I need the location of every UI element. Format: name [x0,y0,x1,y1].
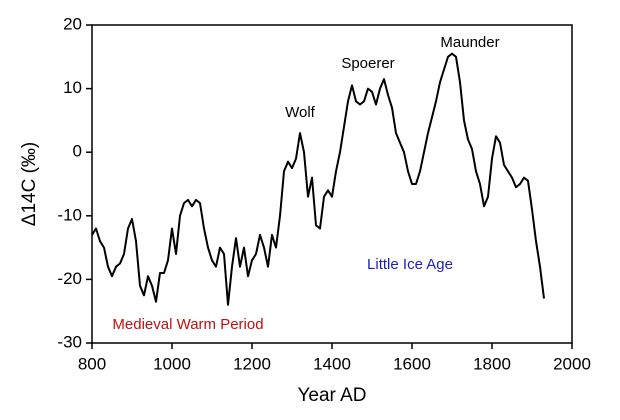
annotation: Medieval Warm Period [112,316,263,333]
annotation: Little Ice Age [367,256,453,273]
x-tick-label: 1200 [233,354,271,373]
x-tick-label: 800 [78,354,106,373]
x-tick-label: 1000 [153,354,191,373]
data-line [91,52,545,306]
y-tick-label: 10 [63,78,82,97]
annotation: Spoerer [341,55,394,72]
plot-frame [91,24,573,344]
y-tick-label: -30 [57,332,82,351]
annotation: Wolf [285,104,316,121]
annotation: Maunder [440,34,499,51]
x-tick-label: 2000 [553,354,591,373]
x-axis-label: Year AD [297,385,366,406]
y-tick-label: -20 [57,269,82,288]
y-tick-label: 0 [73,142,82,161]
y-tick-label: -10 [57,205,82,224]
y-tick-label: 20 [63,14,82,33]
x-tick-label: 1800 [473,354,511,373]
y-axis-label: Δ14C (‰) [19,142,40,226]
x-tick-label: 1600 [393,354,431,373]
x-tick-label: 1400 [313,354,351,373]
